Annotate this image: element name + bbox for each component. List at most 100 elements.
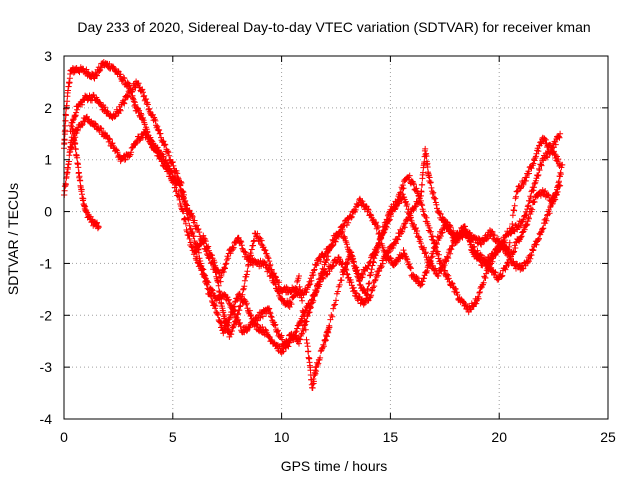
y-tick-label: 3 <box>44 48 52 64</box>
data-point <box>189 213 196 220</box>
data-point <box>330 305 337 312</box>
data-point <box>241 277 248 284</box>
data-point <box>341 268 348 275</box>
data-point <box>322 337 329 344</box>
data-point <box>391 262 398 269</box>
data-point <box>517 222 524 229</box>
data-point <box>121 156 128 163</box>
data-point <box>388 210 394 217</box>
data-point <box>329 243 335 250</box>
data-point <box>376 239 383 246</box>
data-point <box>508 225 515 232</box>
data-point <box>429 233 436 240</box>
data-point <box>184 202 191 209</box>
data-point <box>411 181 417 188</box>
data-point <box>439 229 446 236</box>
data-point <box>384 216 391 223</box>
data-point <box>294 325 301 332</box>
data-point <box>94 72 100 79</box>
data-point <box>430 266 437 273</box>
data-point <box>361 299 368 306</box>
data-point <box>445 255 452 262</box>
data-point <box>467 241 474 248</box>
data-point <box>296 273 302 279</box>
data-point <box>317 258 324 265</box>
data-point <box>453 289 460 296</box>
data-point <box>258 241 265 248</box>
data-point <box>427 228 434 235</box>
data-point <box>217 278 224 285</box>
data-point <box>315 360 322 367</box>
data-point <box>222 261 229 268</box>
data-point <box>448 280 455 286</box>
data-point <box>415 199 422 206</box>
data-point <box>536 167 543 174</box>
data-point <box>79 122 85 129</box>
data-point <box>297 289 304 296</box>
data-point <box>115 152 122 159</box>
data-point <box>310 267 317 274</box>
data-point <box>254 230 261 237</box>
data-point <box>509 212 516 219</box>
data-point <box>375 240 382 247</box>
data-point <box>511 242 518 249</box>
data-point <box>301 317 308 324</box>
data-point <box>320 341 327 348</box>
data-point <box>225 322 231 329</box>
x-tick-label: 0 <box>60 429 68 445</box>
data-point <box>235 234 242 241</box>
data-point <box>80 195 87 202</box>
data-point <box>152 117 159 124</box>
data-point <box>440 263 447 270</box>
data-point <box>371 255 378 262</box>
data-point <box>547 141 554 148</box>
data-point <box>485 267 491 274</box>
data-point <box>450 232 457 239</box>
data-point <box>483 270 490 277</box>
data-point <box>243 251 250 258</box>
data-point <box>222 265 228 272</box>
data-point <box>530 247 537 253</box>
data-point <box>243 271 250 278</box>
data-point <box>232 299 238 306</box>
data-point <box>505 261 512 268</box>
data-point <box>245 324 252 331</box>
data-point <box>491 232 498 239</box>
data-point <box>411 204 418 211</box>
data-point <box>232 307 238 314</box>
data-point <box>549 145 555 152</box>
data-point <box>356 281 363 288</box>
data-point <box>330 238 337 244</box>
data-point <box>410 180 417 187</box>
data-point <box>251 321 258 328</box>
data-point <box>370 284 376 291</box>
data-point <box>197 241 204 248</box>
data-point <box>538 162 545 169</box>
data-point <box>117 106 123 113</box>
data-point <box>314 260 321 267</box>
data-point <box>67 128 74 135</box>
data-point <box>526 198 533 204</box>
data-point <box>117 71 124 78</box>
data-point <box>74 127 81 134</box>
data-point <box>262 261 269 268</box>
data-point <box>312 370 319 377</box>
data-point <box>485 266 492 273</box>
data-point <box>267 310 274 317</box>
data-point <box>139 86 146 93</box>
data-point <box>114 149 121 156</box>
data-point <box>422 249 429 256</box>
data-point <box>424 164 431 170</box>
data-point <box>269 274 276 281</box>
data-point <box>356 278 363 285</box>
data-point <box>394 236 401 243</box>
data-point <box>492 269 499 276</box>
data-point <box>202 272 209 279</box>
data-point <box>279 336 286 343</box>
data-point <box>109 140 116 147</box>
data-point <box>211 259 218 266</box>
data-point <box>524 206 531 213</box>
data-point <box>353 268 360 275</box>
data-point <box>230 246 237 252</box>
